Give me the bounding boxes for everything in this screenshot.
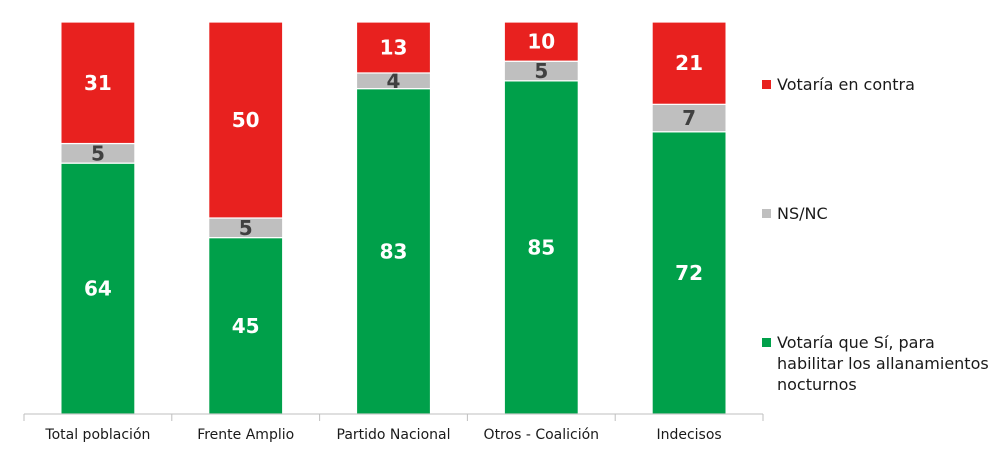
category-label-partido-nacional: Partido Nacional bbox=[337, 427, 451, 443]
data-label-otros-coalici-n-s2: 10 bbox=[527, 30, 555, 54]
bar-segment-otros-coalici-n-s2 bbox=[503, 21, 579, 62]
bar-segment-partido-nacional-s0 bbox=[355, 88, 432, 415]
bar-segment-frente-amplio-s2 bbox=[208, 21, 284, 219]
legend-item-against: Votaría en contra bbox=[762, 74, 1005, 95]
legend-item-nsnc: NS/NC bbox=[762, 203, 1005, 224]
legend-swatch-against bbox=[762, 80, 771, 89]
data-label-indecisos-s1: 7 bbox=[682, 106, 696, 130]
bars-group: 64 5 31 45 5 50 83 4 13 85 5 10 72 7 21 bbox=[60, 21, 727, 415]
legend-swatch-yes bbox=[762, 338, 771, 347]
data-label-partido-nacional-s0: 83 bbox=[380, 239, 408, 263]
data-label-otros-coalici-n-s0: 85 bbox=[527, 235, 555, 259]
data-label-otros-coalici-n-s1: 5 bbox=[534, 59, 548, 83]
category-labels: Total población Frente Amplio Partido Naci… bbox=[44, 427, 721, 443]
legend-label-against: Votaría en contra bbox=[777, 75, 915, 94]
bar-segment-indecisos-s1 bbox=[651, 103, 727, 133]
data-label-frente-amplio-s1: 5 bbox=[239, 216, 253, 240]
data-label-partido-nacional-s2: 13 bbox=[380, 35, 408, 59]
category-label-frente-amplio: Frente Amplio bbox=[197, 427, 294, 443]
bar-segment-total-poblaci-n-s2 bbox=[60, 21, 136, 145]
legend-label-yes: Votaría que Sí, para habilitar los allan… bbox=[777, 333, 989, 394]
data-label-partido-nacional-s1: 4 bbox=[387, 69, 401, 93]
legend-label-nsnc: NS/NC bbox=[777, 204, 828, 223]
data-label-total-poblaci-n-s1: 5 bbox=[91, 141, 105, 165]
legend-swatch-nsnc bbox=[762, 209, 771, 218]
category-label-indecisos: Indecisos bbox=[656, 427, 721, 443]
category-label-total-poblaci-n: Total población bbox=[44, 427, 150, 443]
bar-segment-total-poblaci-n-s0 bbox=[60, 162, 136, 415]
bar-segment-frente-amplio-s0 bbox=[208, 237, 284, 415]
category-label-otros-coalici-n: Otros - Coalición bbox=[484, 427, 600, 443]
data-label-indecisos-s2: 21 bbox=[675, 51, 703, 75]
data-label-frente-amplio-s2: 50 bbox=[232, 108, 260, 132]
legend-item-yes: Votaría que Sí, para habilitar los allan… bbox=[762, 332, 1005, 395]
bar-segment-otros-coalici-n-s0 bbox=[503, 80, 579, 415]
bar-segment-indecisos-s0 bbox=[651, 131, 727, 415]
bar-segment-partido-nacional-s2 bbox=[355, 21, 432, 74]
bar-segment-indecisos-s2 bbox=[651, 21, 727, 105]
data-label-frente-amplio-s0: 45 bbox=[232, 314, 260, 338]
x-axis bbox=[23, 413, 764, 421]
data-label-indecisos-s0: 72 bbox=[675, 261, 703, 285]
data-label-total-poblaci-n-s2: 31 bbox=[84, 71, 112, 95]
data-label-total-poblaci-n-s0: 64 bbox=[84, 277, 112, 301]
